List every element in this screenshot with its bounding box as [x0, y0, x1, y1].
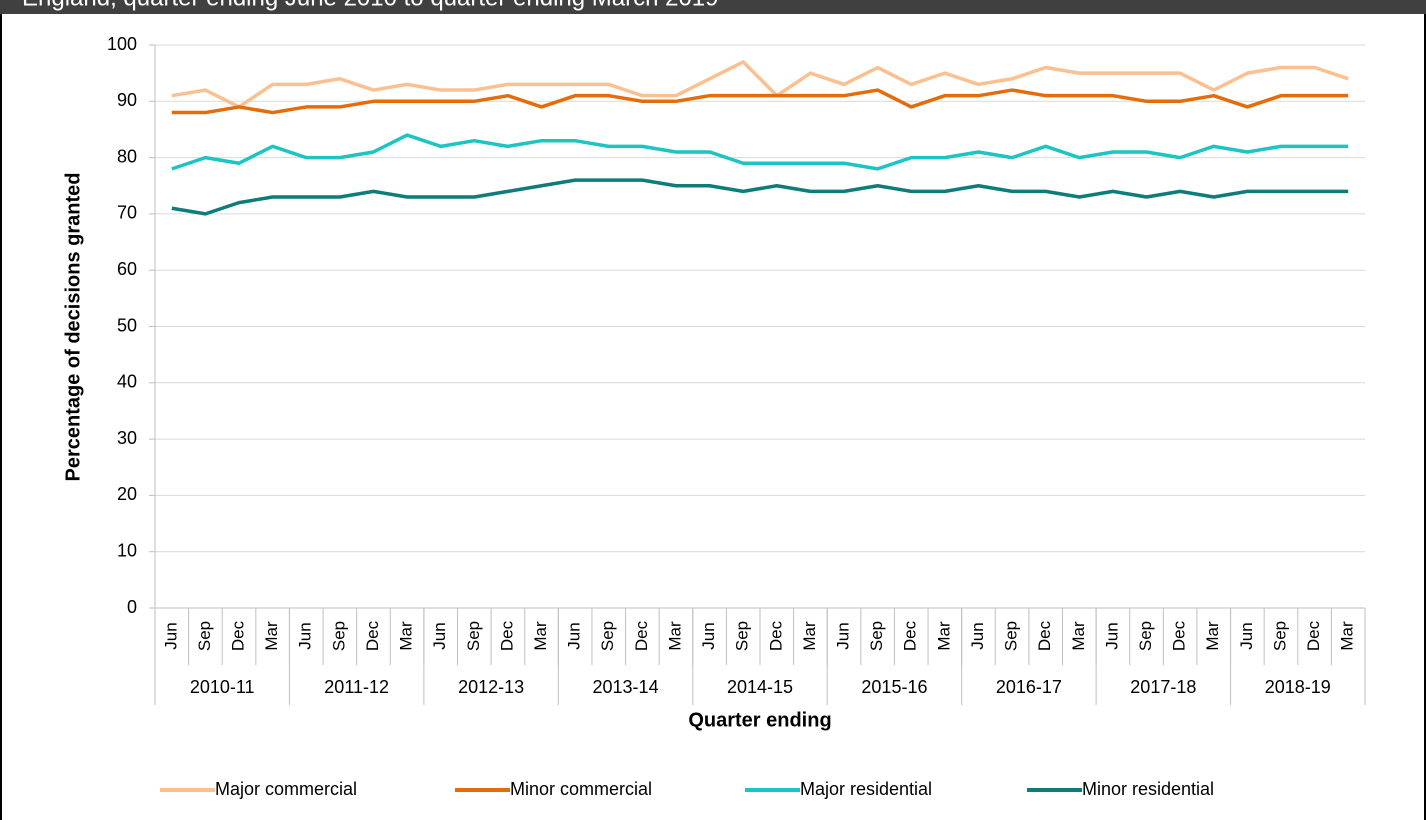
y-tick-label: 70: [117, 203, 137, 223]
group-label: 2016-17: [996, 677, 1062, 697]
legend-label: Minor residential: [1082, 779, 1214, 799]
y-tick-label: 20: [117, 484, 137, 504]
x-tick-label: Dec: [766, 620, 785, 651]
header-bar: [0, 0, 1426, 14]
x-tick-label: Mar: [531, 621, 550, 651]
x-tick-label: Sep: [464, 621, 483, 651]
y-tick-label: 40: [117, 372, 137, 392]
y-tick-label: 90: [117, 90, 137, 110]
group-label: 2010-11: [190, 677, 255, 697]
x-tick-label: Dec: [1304, 620, 1323, 651]
x-tick-label: Mar: [665, 621, 684, 651]
x-tick-label: Sep: [598, 621, 617, 651]
series-line: [171, 133, 1349, 171]
x-tick-label: Jun: [296, 622, 315, 649]
x-tick-label: Mar: [397, 621, 416, 651]
y-tick-label: 0: [127, 597, 137, 617]
x-tick-label: Dec: [901, 620, 920, 651]
x-tick-label: Sep: [867, 621, 886, 651]
x-tick-label: Sep: [733, 621, 752, 651]
x-tick-label: Dec: [363, 620, 382, 651]
group-label: 2013-14: [593, 677, 659, 697]
x-tick-label: Jun: [161, 622, 180, 649]
series-line: [171, 88, 1349, 115]
series-line: [171, 60, 1349, 109]
x-tick-label: Sep: [1002, 621, 1021, 651]
y-tick-label: 10: [117, 540, 137, 560]
x-tick-label: Sep: [195, 621, 214, 651]
legend-label: Minor commercial: [510, 779, 652, 799]
x-tick-label: Dec: [1170, 620, 1189, 651]
x-tick-label: Mar: [800, 621, 819, 651]
x-tick-label: Dec: [497, 620, 516, 651]
x-tick-label: Mar: [934, 621, 953, 651]
group-label: 2014-15: [727, 677, 793, 697]
y-axis-title: Percentage of decisions granted: [62, 173, 84, 482]
x-tick-label: Jun: [1102, 622, 1121, 649]
group-label: 2018-19: [1265, 677, 1331, 697]
y-tick-label: 80: [117, 146, 137, 166]
x-tick-label: Dec: [1035, 620, 1054, 651]
x-tick-label: Jun: [430, 622, 449, 649]
x-tick-label: Mar: [1338, 621, 1357, 651]
x-axis-title: Quarter ending: [688, 709, 831, 731]
group-label: 2017-18: [1130, 677, 1196, 697]
y-tick-label: 30: [117, 428, 137, 448]
group-label: 2012-13: [458, 677, 524, 697]
y-tick-label: 100: [107, 34, 137, 54]
x-tick-label: Dec: [632, 620, 651, 651]
x-tick-label: Jun: [699, 622, 718, 649]
x-tick-label: Dec: [229, 620, 248, 651]
chart-subtitle: England, quarter ending June 2010 to qua…: [22, 0, 719, 11]
x-tick-label: Sep: [1136, 621, 1155, 651]
legend-label: Major commercial: [215, 779, 357, 799]
x-tick-label: Sep: [329, 621, 348, 651]
y-tick-label: 50: [117, 315, 137, 335]
group-label: 2015-16: [861, 677, 927, 697]
x-tick-label: Jun: [565, 622, 584, 649]
x-tick-label: Jun: [834, 622, 853, 649]
group-label: 2011-12: [324, 677, 389, 697]
x-tick-label: Mar: [1203, 621, 1222, 651]
x-tick-label: Jun: [1237, 622, 1256, 649]
legend-label: Major residential: [800, 779, 932, 799]
series-line: [171, 178, 1349, 216]
x-tick-label: Mar: [1069, 621, 1088, 651]
y-tick-label: 60: [117, 259, 137, 279]
x-tick-label: Mar: [262, 621, 281, 651]
x-tick-label: Sep: [1270, 621, 1289, 651]
x-tick-label: Jun: [968, 622, 987, 649]
